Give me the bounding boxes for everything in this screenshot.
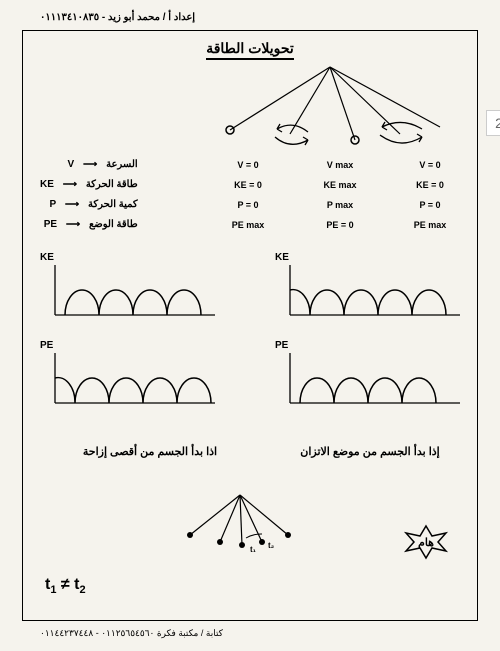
page: 2 إعداد أ / محمد أبو زيد - ٠١١١٣٤١٠٨٣٥ ك… — [0, 0, 500, 651]
pendulum-small: t₁ t₂ — [170, 490, 310, 560]
legend-ar: السرعة — [106, 159, 138, 170]
cell: V = 0 — [400, 155, 460, 175]
cell: PE = 0 — [310, 215, 370, 235]
footer-text: كتابة / مكتبة فكرة ٠١١٢٥٦٥٤٥٦٠ - ٠١١٤٤٢٣… — [40, 628, 223, 639]
page-title: تحويلات الطاقة — [0, 40, 500, 57]
arrow-icon: ⟶ — [66, 215, 80, 235]
page-number-badge: 2 — [486, 110, 500, 136]
legend-row: كمية الحركة ⟶ P — [40, 195, 138, 215]
star-badge: هام — [402, 523, 450, 561]
svg-text:t₁: t₁ — [250, 545, 257, 554]
legend-row: طاقة الوضع ⟶ PE — [40, 215, 138, 235]
ke-graph-right — [280, 260, 465, 325]
eq-s2: 2 — [79, 584, 85, 596]
author-header: إعداد أ / محمد أبو زيد - ٠١١١٣٤١٠٨٣٥ — [40, 12, 195, 23]
state-col-mid: V max KE max P max PE = 0 — [310, 155, 370, 235]
cell: V = 0 — [218, 155, 278, 175]
cell: V max — [310, 155, 370, 175]
cell: KE max — [310, 175, 370, 195]
state-col-left: V = 0 KE = 0 P = 0 PE max — [218, 155, 278, 235]
pendulum-diagram — [200, 62, 460, 152]
svg-text:t₂: t₂ — [268, 541, 275, 550]
arrow-icon: ⟶ — [65, 195, 79, 215]
cell: PE max — [400, 215, 460, 235]
caption-left: اذا بدأ الجسم من أقصى إزاحة — [60, 445, 240, 458]
cell: P = 0 — [218, 195, 278, 215]
cell: KE = 0 — [218, 175, 278, 195]
pe-graph-left — [45, 348, 220, 413]
legend-ar: طاقة الحركة — [86, 179, 138, 190]
cell: P = 0 — [400, 195, 460, 215]
title-text: تحويلات الطاقة — [206, 40, 294, 60]
legend-ar: طاقة الوضع — [89, 219, 138, 230]
arrow-icon: ⟶ — [83, 155, 97, 175]
caption-right: إذا بدأ الجسم من موضع الاتزان — [275, 445, 465, 458]
cell: KE = 0 — [400, 175, 460, 195]
arrow-icon: ⟶ — [63, 175, 77, 195]
legend-sym: P — [49, 199, 56, 210]
state-col-right: V = 0 KE = 0 P = 0 PE max — [400, 155, 460, 235]
eq-ne: ≠ — [56, 576, 74, 593]
cell: P max — [310, 195, 370, 215]
ke-graph-left — [45, 260, 220, 325]
legend-sym: KE — [40, 179, 54, 190]
cell: PE max — [218, 215, 278, 235]
legend-block: السرعة ⟶ V طاقة الحركة ⟶ KE كمية الحركة … — [40, 155, 138, 235]
star-text: هام — [418, 537, 434, 549]
legend-row: طاقة الحركة ⟶ KE — [40, 175, 138, 195]
legend-row: السرعة ⟶ V — [40, 155, 138, 175]
legend-sym: PE — [44, 219, 57, 230]
legend-ar: كمية الحركة — [88, 199, 138, 210]
equation: t1 ≠ t2 — [45, 576, 86, 596]
pe-graph-right — [280, 348, 465, 413]
legend-sym: V — [68, 159, 75, 170]
